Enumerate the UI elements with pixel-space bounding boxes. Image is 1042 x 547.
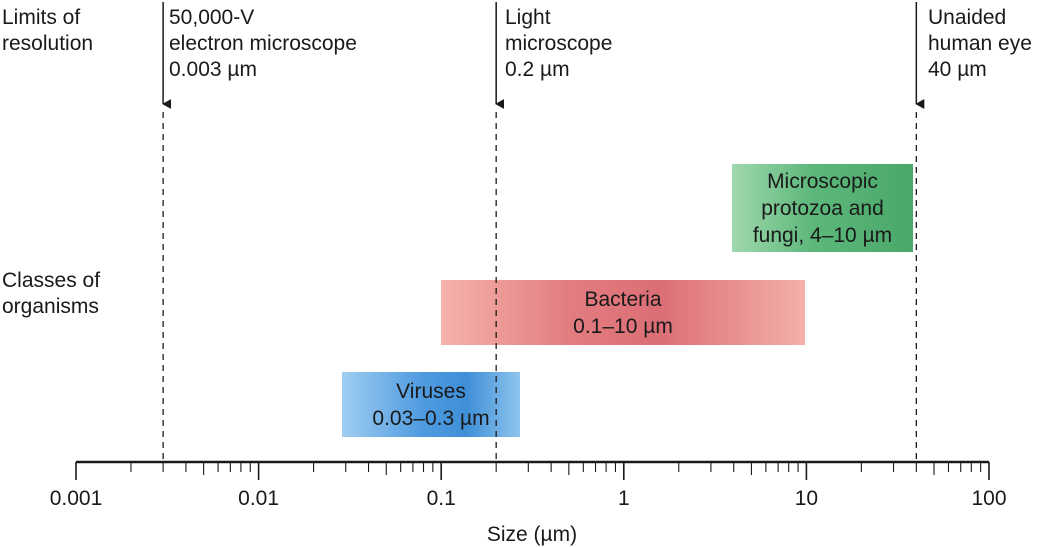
protozoa-fungi-band: Microscopic protozoa and fungi, 4–10 µm (732, 164, 913, 252)
bacteria-line2: 0.1–10 µm (573, 314, 673, 338)
limits-row-label-line2: resolution (2, 32, 94, 55)
human-eye-line2: human eye (928, 32, 1032, 55)
viruses-line1: Viruses (396, 379, 466, 403)
tick-label: 0.001 (50, 487, 103, 510)
tick-label: 100 (971, 487, 1006, 510)
human-eye-label: Unaided human eye 40 µm (928, 5, 1032, 83)
protozoa-fungi-line3: fungi, 4–10 µm (752, 223, 893, 247)
limits-row-label-line1: Limits of (2, 6, 81, 29)
tick-label: 10 (795, 487, 818, 510)
classes-row-label-line1: Classes of (2, 269, 101, 292)
light-microscope-label: Light microscope 0.2 µm (505, 5, 612, 83)
classes-row-label-line2: organisms (2, 295, 99, 318)
viruses-line2: 0.03–0.3 µm (372, 406, 490, 430)
electron-microscope-line2: electron microscope (169, 32, 357, 55)
light-microscope-line2: microscope (505, 32, 613, 55)
tick-label: 0.1 (427, 487, 456, 510)
electron-microscope-line1: 50,000-V (169, 6, 255, 29)
protozoa-fungi-line2: protozoa and (761, 196, 884, 220)
classes-row-label: Classes of organisms (2, 268, 100, 320)
electron-microscope-label: 50,000-V electron microscope 0.003 µm (169, 5, 357, 83)
tick-label: 0.01 (238, 487, 279, 510)
tick-label: 1 (618, 487, 630, 510)
viruses-band: Viruses 0.03–0.3 µm (342, 372, 520, 437)
axis-title: Size (µm) (487, 523, 577, 546)
limits-row-label: Limits of resolution (2, 5, 93, 57)
bacteria-line1: Bacteria (584, 287, 662, 311)
protozoa-fungi-line1: Microscopic (767, 169, 878, 193)
light-microscope-line3: 0.2 µm (505, 58, 570, 81)
human-eye-line1: Unaided (928, 6, 1007, 29)
light-microscope-line1: Light (505, 6, 551, 29)
human-eye-line3: 40 µm (928, 58, 987, 81)
electron-microscope-line3: 0.003 µm (169, 58, 257, 81)
bacteria-band: Bacteria 0.1–10 µm (441, 280, 805, 345)
